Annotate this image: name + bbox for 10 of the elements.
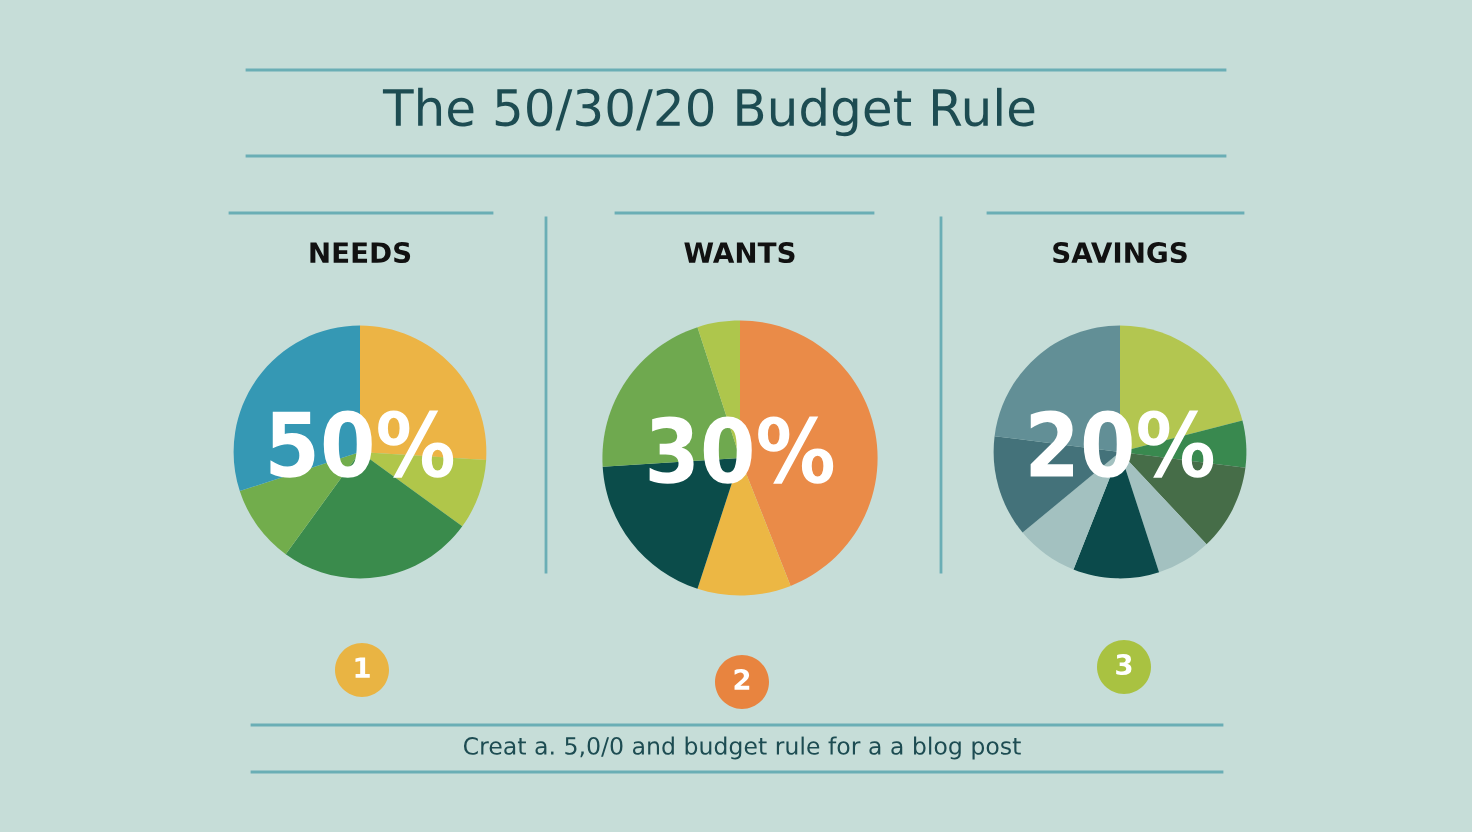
text: 2 bbox=[734, 669, 750, 690]
chart-title: WANTS bbox=[684, 242, 795, 264]
chart-title: SAVINGS bbox=[1053, 242, 1187, 264]
text: 1 bbox=[355, 657, 370, 678]
text: Creat a. 5,0/0 and budget rule for a a blog post bbox=[463, 736, 1021, 760]
text: 3 bbox=[1116, 654, 1132, 676]
text: The 50/30/20 Budget Rule bbox=[382, 87, 1035, 137]
text: 20% bbox=[1030, 410, 1214, 478]
text: 50% bbox=[270, 410, 454, 478]
chart-title: NEEDS bbox=[310, 242, 411, 264]
